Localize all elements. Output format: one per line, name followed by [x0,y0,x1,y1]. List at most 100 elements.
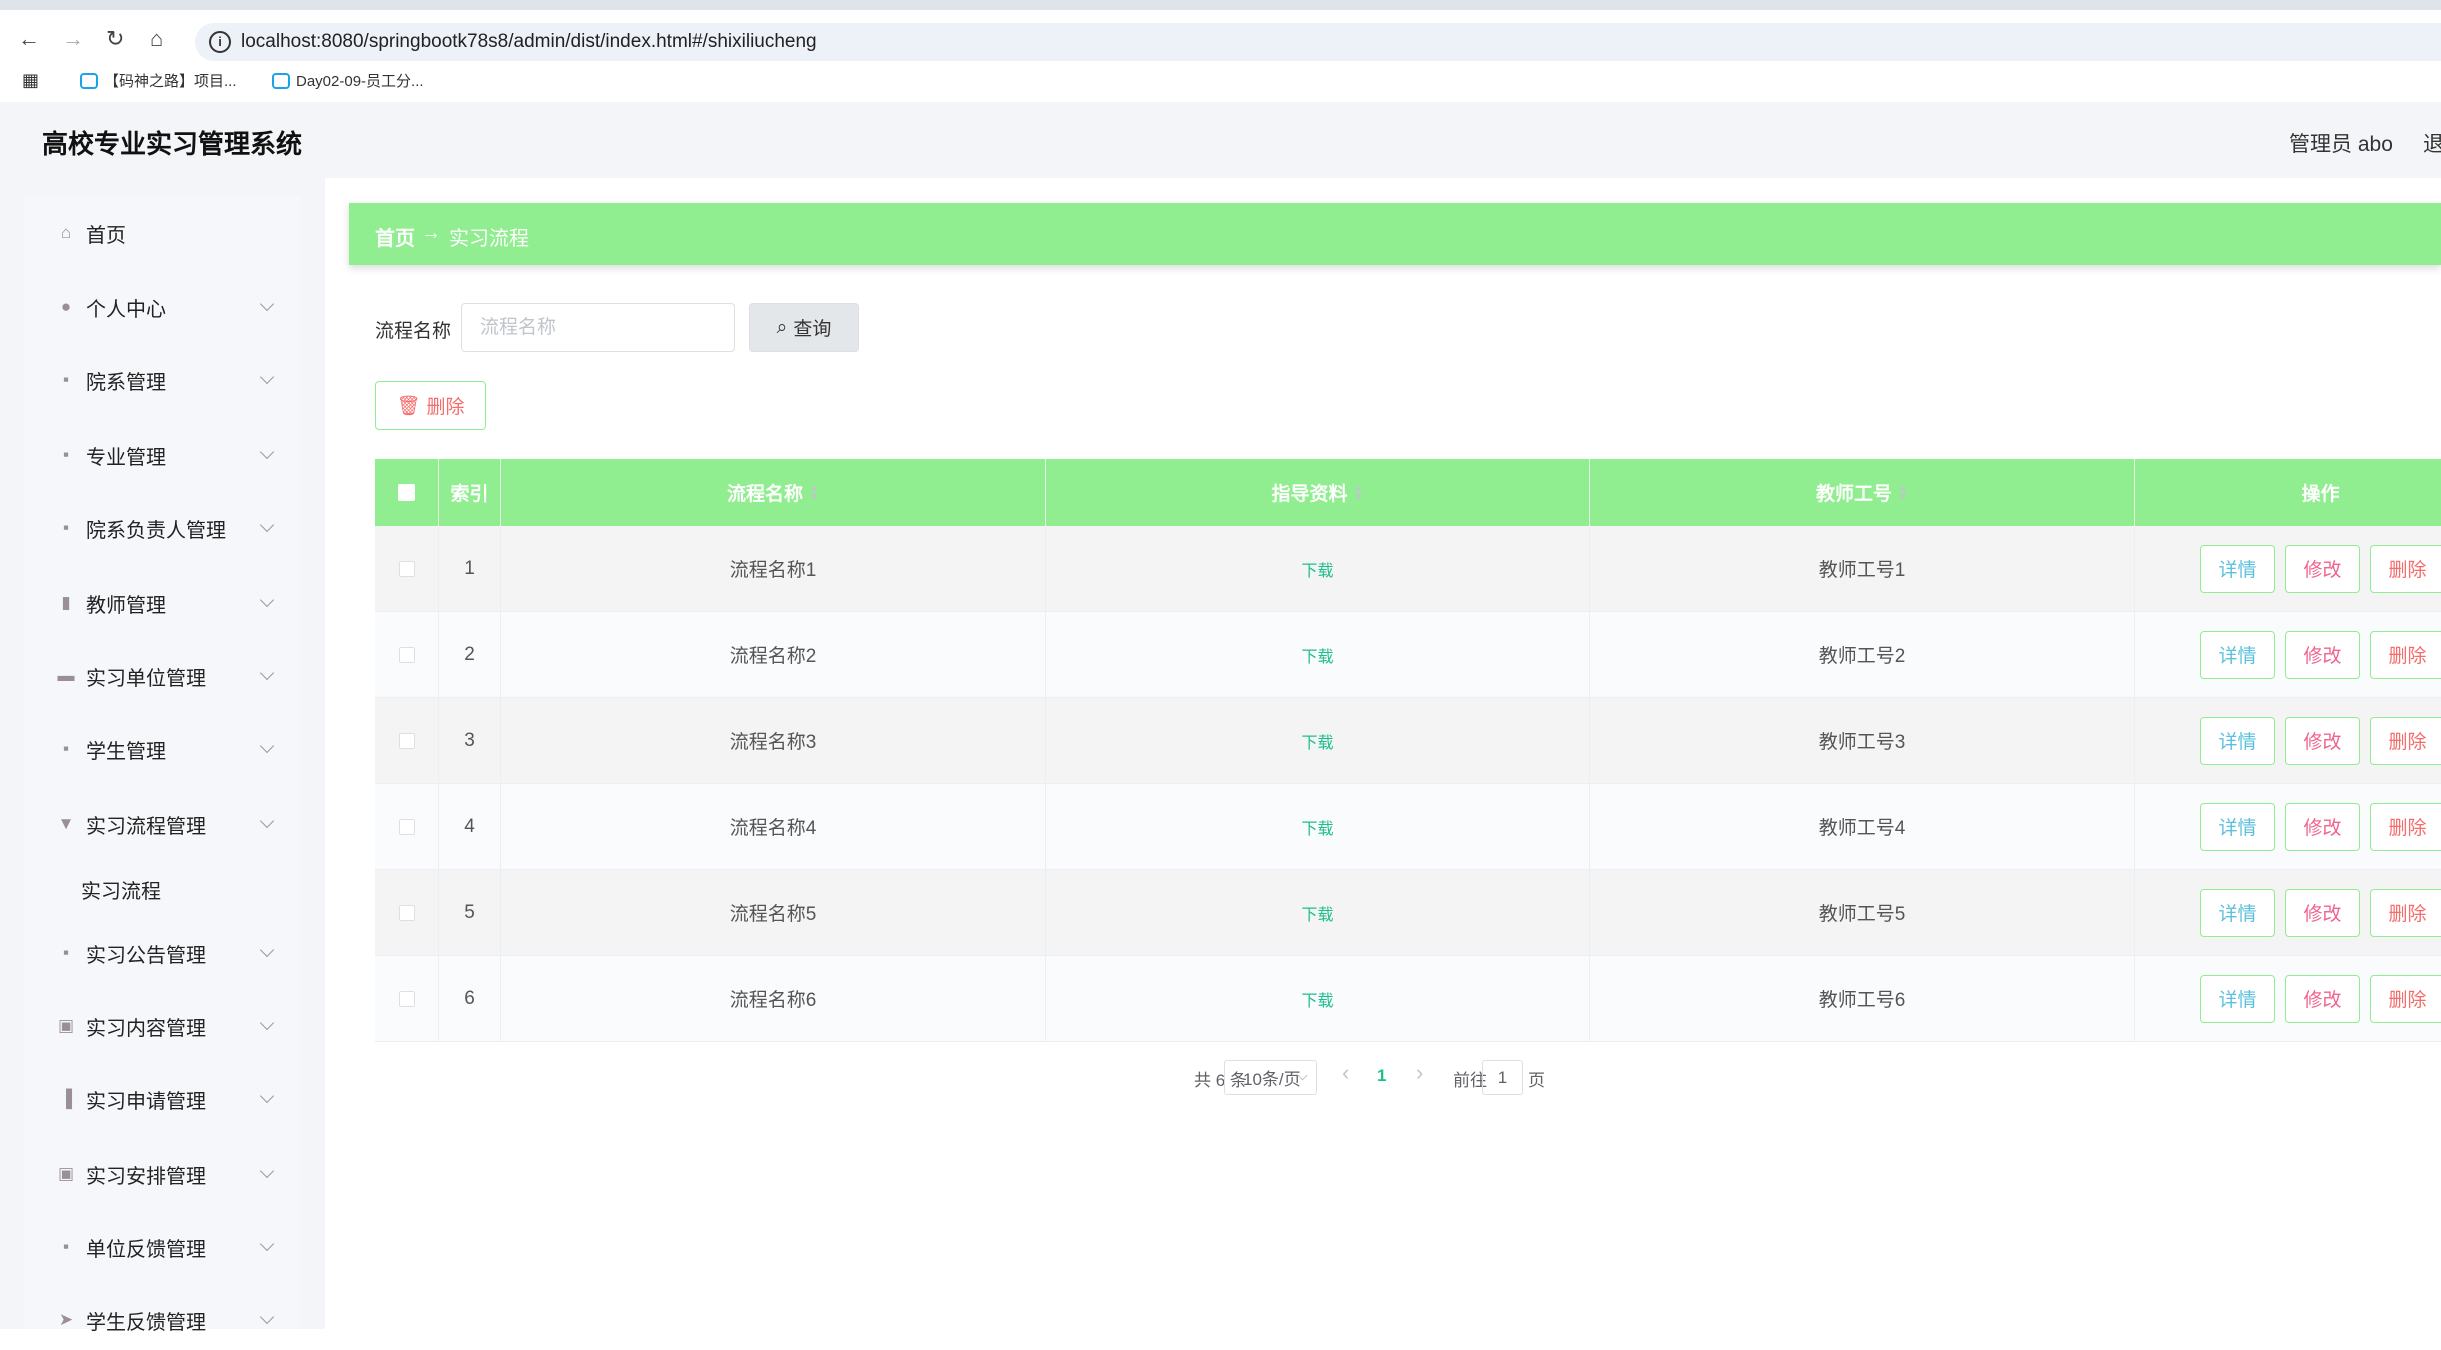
grid-icon: ▪ [62,370,70,389]
search-label: 流程名称 [375,321,452,342]
sort-icon[interactable]: ▲ ▼ [1898,482,1908,503]
row-checkbox[interactable] [398,560,415,577]
header-name[interactable]: 流程名称 ▲ ▼ [501,459,1046,526]
select-all-checkbox[interactable] [398,484,415,501]
sidebar-item[interactable]: ▬ 实习单位管理 [24,646,300,706]
back-icon[interactable]: ← [18,26,40,51]
next-page-icon[interactable]: › [1416,1060,1424,1085]
edit-button[interactable]: 修改 [2285,802,2360,851]
cell-index: 4 [439,784,501,869]
detail-button[interactable]: 详情 [2200,888,2275,937]
page-size-value: 10条/页 [1243,1070,1301,1089]
home-icon: ⌂ [60,223,72,242]
goto-page-input[interactable]: 1 [1482,1060,1523,1095]
chevron-down-icon [259,1088,275,1104]
sidebar-item[interactable]: ▣ 实习内容管理 [24,996,300,1056]
sidebar-item[interactable]: ▪ 院系管理 [24,350,300,410]
detail-button[interactable]: 详情 [2200,630,2275,679]
page-size-select[interactable]: 10条/页 [1224,1060,1317,1095]
breadcrumb: 首页 → 实习流程 [349,203,2441,265]
browser-home-icon[interactable]: ⌂ [150,26,164,51]
delete-button[interactable]: 删除 [2370,716,2441,765]
delete-button[interactable]: 删除 [2370,974,2441,1023]
row-checkbox[interactable] [398,732,415,749]
sidebar-item[interactable]: ⌂ 首页 [24,203,300,263]
download-link[interactable]: 下载 [1301,906,1334,924]
sidebar-item[interactable]: ▪ 学生管理 [24,719,300,779]
chevron-down-icon [259,1309,275,1325]
header-doc[interactable]: 指导资料 ▲ ▼ [1046,459,1590,526]
sidebar-item[interactable]: ▪ 院系负责人管理 [24,498,300,558]
detail-button[interactable]: 详情 [2200,802,2275,851]
download-link[interactable]: 下载 [1301,734,1334,752]
url-text: localhost:8080/springbootk78s8/admin/dis… [241,31,817,52]
detail-button[interactable]: 详情 [2200,544,2275,593]
chevron-down-icon [259,1236,275,1252]
download-link[interactable]: 下载 [1301,992,1334,1010]
edit-button[interactable]: 修改 [2285,888,2360,937]
download-link[interactable]: 下载 [1301,820,1334,838]
search-button-label: 查询 [793,319,832,340]
row-checkbox[interactable] [398,990,415,1007]
cell-name: 流程名称2 [501,612,1046,697]
search-input[interactable] [461,303,735,352]
edit-button[interactable]: 修改 [2285,544,2360,593]
delete-button[interactable]: 删除 [2370,888,2441,937]
logout-link[interactable]: 退 [2423,133,2441,156]
sidebar-item[interactable]: ▼ 实习流程管理 [24,794,300,854]
sidebar-item-label: 院系负责人管理 [86,519,226,542]
url-bar[interactable]: i localhost:8080/springbootk78s8/admin/d… [195,23,2441,61]
apps-icon[interactable]: ▦ [22,70,40,90]
sidebar-item[interactable]: ▪ 实习公告管理 [24,923,300,983]
edit-button[interactable]: 修改 [2285,630,2360,679]
sidebar-item[interactable]: ● 个人中心 [24,277,300,337]
sort-icon[interactable]: ▲ ▼ [809,482,819,503]
sidebar-item[interactable]: ▪ 单位反馈管理 [24,1217,300,1277]
reload-icon[interactable]: ↻ [106,26,125,51]
bookmark-item[interactable]: 【码神之路】项目... [80,70,237,91]
sidebar-item[interactable]: 实习流程 [24,859,300,919]
sidebar-item-label: 实习流程 [81,880,161,903]
site-info-icon[interactable]: i [209,31,231,53]
delete-button[interactable]: 删除 [2370,544,2441,593]
send-icon: ➤ [58,1310,74,1329]
search-button[interactable]: ⌕ 查询 [749,303,859,352]
delete-button[interactable]: 删除 [2370,802,2441,851]
row-checkbox[interactable] [398,818,415,835]
app-title: 高校专业实习管理系统 [42,129,303,159]
bulk-delete-button[interactable]: 🗑 删除 [375,381,486,430]
detail-button[interactable]: 详情 [2200,974,2275,1023]
sidebar-item[interactable]: ▣ 实习安排管理 [24,1144,300,1204]
download-link[interactable]: 下载 [1301,648,1334,666]
delete-button[interactable]: 删除 [2370,630,2441,679]
edit-button[interactable]: 修改 [2285,716,2360,765]
sidebar-item[interactable]: ▪ 专业管理 [24,425,300,485]
search-icon: ⌕ [776,316,788,338]
grid-icon: ▪ [62,445,70,464]
sort-icon[interactable]: ▲ ▼ [1353,482,1364,503]
sidebar-item-label: 实习单位管理 [86,667,206,690]
download-link[interactable]: 下载 [1301,562,1334,580]
prev-page-icon[interactable]: ‹ [1342,1060,1350,1085]
sidebar-item[interactable]: ➤ 学生反馈管理 [24,1290,300,1350]
bookmark-label: Day02-09-员工分... [296,73,424,90]
page-number[interactable]: 1 [1377,1066,1387,1085]
cell-teacher: 教师工号1 [1590,526,2135,611]
bookmark-item[interactable]: Day02-09-员工分... [272,70,424,91]
chevron-down-icon [259,942,275,958]
edit-button[interactable]: 修改 [2285,974,2360,1023]
detail-button[interactable]: 详情 [2200,716,2275,765]
header-teacher[interactable]: 教师工号 ▲ ▼ [1590,459,2135,526]
breadcrumb-arrow: → [421,222,441,244]
forward-icon[interactable]: → [62,26,84,51]
chevron-down-icon [259,369,275,385]
table-row: 4 流程名称4 下载 教师工号4 详情 修改 删除 [375,784,2441,870]
bilibili-icon [80,72,98,89]
clipboard-check-icon: ▣ [57,1164,75,1183]
sidebar-item[interactable]: ▮ 教师管理 [24,573,300,633]
sidebar-item[interactable]: ▐ 实习申请管理 [24,1069,300,1129]
row-checkbox[interactable] [398,904,415,921]
breadcrumb-home[interactable]: 首页 [375,228,415,250]
row-checkbox[interactable] [398,646,415,663]
chevron-down-icon [259,517,275,533]
